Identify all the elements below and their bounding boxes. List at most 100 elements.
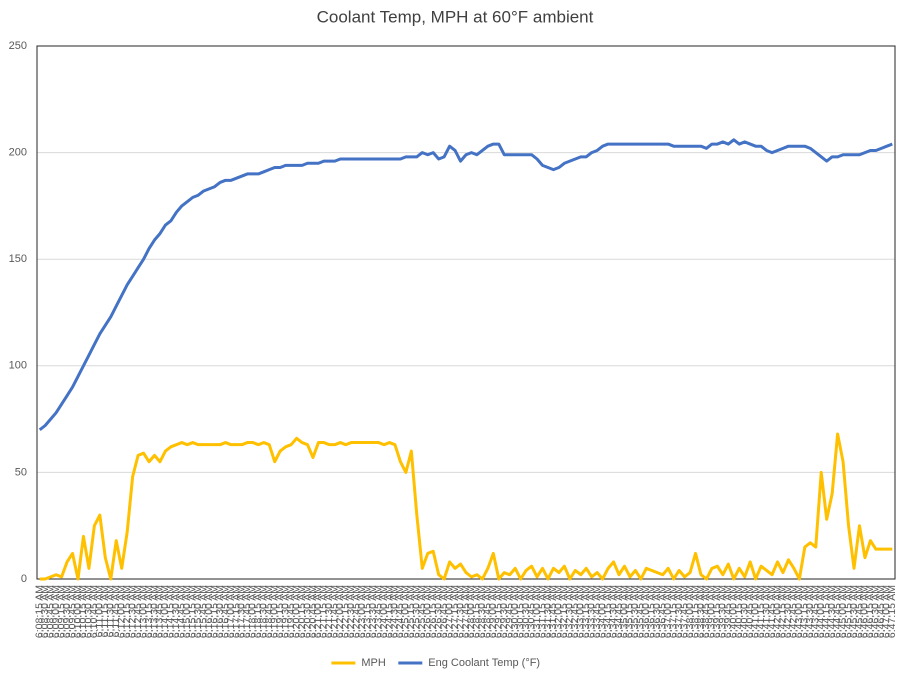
chart-title: Coolant Temp, MPH at 60°F ambient: [317, 7, 594, 26]
x-tick-label: 6:34:30 AM: [607, 585, 619, 638]
x-tick-label: 6:28:00 AM: [465, 585, 477, 638]
x-tick-label: 6:30:30 AM: [520, 585, 532, 638]
x-tick-label: 6:26:00 AM: [422, 585, 434, 638]
x-tick-label: 6:43:30 AM: [804, 585, 816, 638]
x-tick-label: 6:44:00 AM: [815, 585, 827, 638]
x-tick-label: 6:25:45 AM: [416, 585, 428, 638]
x-tick-label: 6:18:15 AM: [252, 585, 264, 638]
x-tick-label: 6:17:45 AM: [241, 585, 253, 638]
x-tick-label: 6:34:00 AM: [596, 585, 608, 638]
x-tick-label: 6:15:30 AM: [192, 585, 204, 638]
x-tick-label: 6:43:45 AM: [810, 585, 822, 638]
x-tick-label: 6:36:45 AM: [657, 585, 669, 638]
x-tick-label: 6:41:00 AM: [749, 585, 761, 638]
x-tick-label: 6:10:45 AM: [88, 585, 100, 638]
x-tick-label: 6:43:15 AM: [799, 585, 811, 638]
x-tick-label: 6:18:30 AM: [258, 585, 270, 638]
x-tick-label: 6:18:00 AM: [247, 585, 259, 638]
x-tick-label: 6:15:15 AM: [187, 585, 199, 638]
legend-label: Eng Coolant Temp (°F): [428, 657, 540, 669]
x-tick-label: 6:43:00 AM: [793, 585, 805, 638]
x-tick-label: 6:15:45 AM: [197, 585, 209, 638]
x-tick-label: 6:12:00 AM: [115, 585, 127, 638]
x-tick-label: 6:13:00 AM: [137, 585, 149, 638]
x-tick-label: 6:09:30 AM: [61, 585, 73, 638]
x-tick-label: 6:27:30 AM: [454, 585, 466, 638]
x-tick-label: 6:10:00 AM: [72, 585, 84, 638]
x-tick-label: 6:47:15 AM: [886, 585, 898, 638]
x-tick-label: 6:28:30 AM: [476, 585, 488, 638]
x-tick-label: 6:40:15 AM: [733, 585, 745, 638]
x-tick-label: 6:21:15 AM: [318, 585, 330, 638]
x-tick-label: 6:20:45 AM: [307, 585, 319, 638]
x-tick-label: 6:19:15 AM: [274, 585, 286, 638]
y-tick-label: 50: [15, 466, 27, 478]
x-tick-label: 6:22:00 AM: [334, 585, 346, 638]
x-tick-label: 6:25:00 AM: [400, 585, 412, 638]
x-tick-label: 6:36:30 AM: [651, 585, 663, 638]
y-tick-label: 100: [9, 360, 27, 372]
x-tick-label: 6:32:45 AM: [569, 585, 581, 638]
x-tick-label: 6:23:15 AM: [361, 585, 373, 638]
x-tick-label: 6:38:00 AM: [684, 585, 696, 638]
x-tick-label: 6:35:15 AM: [624, 585, 636, 638]
x-tick-label: 6:32:15 AM: [558, 585, 570, 638]
x-tick-label: 6:17:15 AM: [230, 585, 242, 638]
x-tick-label: 6:12:30 AM: [126, 585, 138, 638]
x-tick-label: 6:38:45 AM: [700, 585, 712, 638]
x-tick-label: 6:22:15 AM: [340, 585, 352, 638]
x-tick-label: 6:46:30 AM: [870, 585, 882, 638]
x-tick-label: 6:40:45 AM: [744, 585, 756, 638]
x-tick-label: 6:36:15 AM: [646, 585, 658, 638]
x-tick-label: 6:12:45 AM: [132, 585, 144, 638]
x-tick-label: 6:35:45 AM: [635, 585, 647, 638]
x-tick-label: 6:42:30 AM: [782, 585, 794, 638]
x-tick-label: 6:31:30 AM: [542, 585, 554, 638]
x-tick-label: 6:30:45 AM: [525, 585, 537, 638]
x-tick-label: 6:15:00 AM: [181, 585, 193, 638]
x-tick-label: 6:16:00 AM: [203, 585, 215, 638]
x-tick-label: 6:32:00 AM: [553, 585, 565, 638]
y-tick-label: 150: [9, 253, 27, 265]
x-tick-label: 6:11:30 AM: [105, 585, 117, 637]
x-tick-label: 6:45:30 AM: [848, 585, 860, 638]
x-tick-label: 6:20:30 AM: [301, 585, 313, 638]
y-tick-label: 0: [21, 573, 27, 585]
x-tick-label: 6:46:15 AM: [864, 585, 876, 638]
x-tick-label: 6:17:00 AM: [225, 585, 237, 638]
x-tick-label: 6:46:00 AM: [859, 585, 871, 638]
x-tick-label: 6:21:00 AM: [312, 585, 324, 638]
x-tick-label: 6:33:15 AM: [580, 585, 592, 638]
x-tick-label: 6:42:45 AM: [788, 585, 800, 638]
x-tick-label: 6:13:30 AM: [148, 585, 160, 638]
x-tick-label: 6:13:45 AM: [154, 585, 166, 638]
x-tick-label: 6:30:15 AM: [514, 585, 526, 638]
x-tick-label: 6:45:15 AM: [842, 585, 854, 638]
x-tick-label: 6:35:30 AM: [629, 585, 641, 638]
x-tick-label: 6:40:00 AM: [728, 585, 740, 638]
x-tick-label: 6:45:00 AM: [837, 585, 849, 638]
x-tick-label: 6:08:30 AM: [39, 585, 51, 638]
x-tick-label: 6:29:00 AM: [487, 585, 499, 638]
x-tick-label: 6:36:00 AM: [640, 585, 652, 638]
x-tick-label: 6:14:15 AM: [165, 585, 177, 638]
x-tick-label: 6:46:45 AM: [875, 585, 887, 638]
x-tick-label: 6:11:15 AM: [99, 585, 111, 637]
x-tick-label: 6:16:30 AM: [214, 585, 226, 638]
x-tick-label: 6:27:15 AM: [449, 585, 461, 638]
x-tick-label: 6:19:00 AM: [269, 585, 281, 638]
x-tick-label: 6:22:30 AM: [345, 585, 357, 638]
x-tick-label: 6:39:30 AM: [717, 585, 729, 638]
x-tick-label: 6:39:15 AM: [711, 585, 723, 638]
x-tick-label: 6:37:00 AM: [662, 585, 674, 638]
y-tick-label: 200: [9, 147, 27, 159]
y-tick-label: 250: [9, 40, 27, 52]
x-tick-label: 6:45:45 AM: [853, 585, 865, 638]
x-tick-label: 6:14:00 AM: [159, 585, 171, 638]
x-tick-label: 6:37:15 AM: [667, 585, 679, 638]
x-tick-label: 6:44:45 AM: [831, 585, 843, 638]
x-tick-label: 6:11:45 AM: [110, 585, 122, 637]
x-tick-label: 6:27:00 AM: [443, 585, 455, 638]
x-tick-label: 6:31:15 AM: [536, 585, 548, 638]
